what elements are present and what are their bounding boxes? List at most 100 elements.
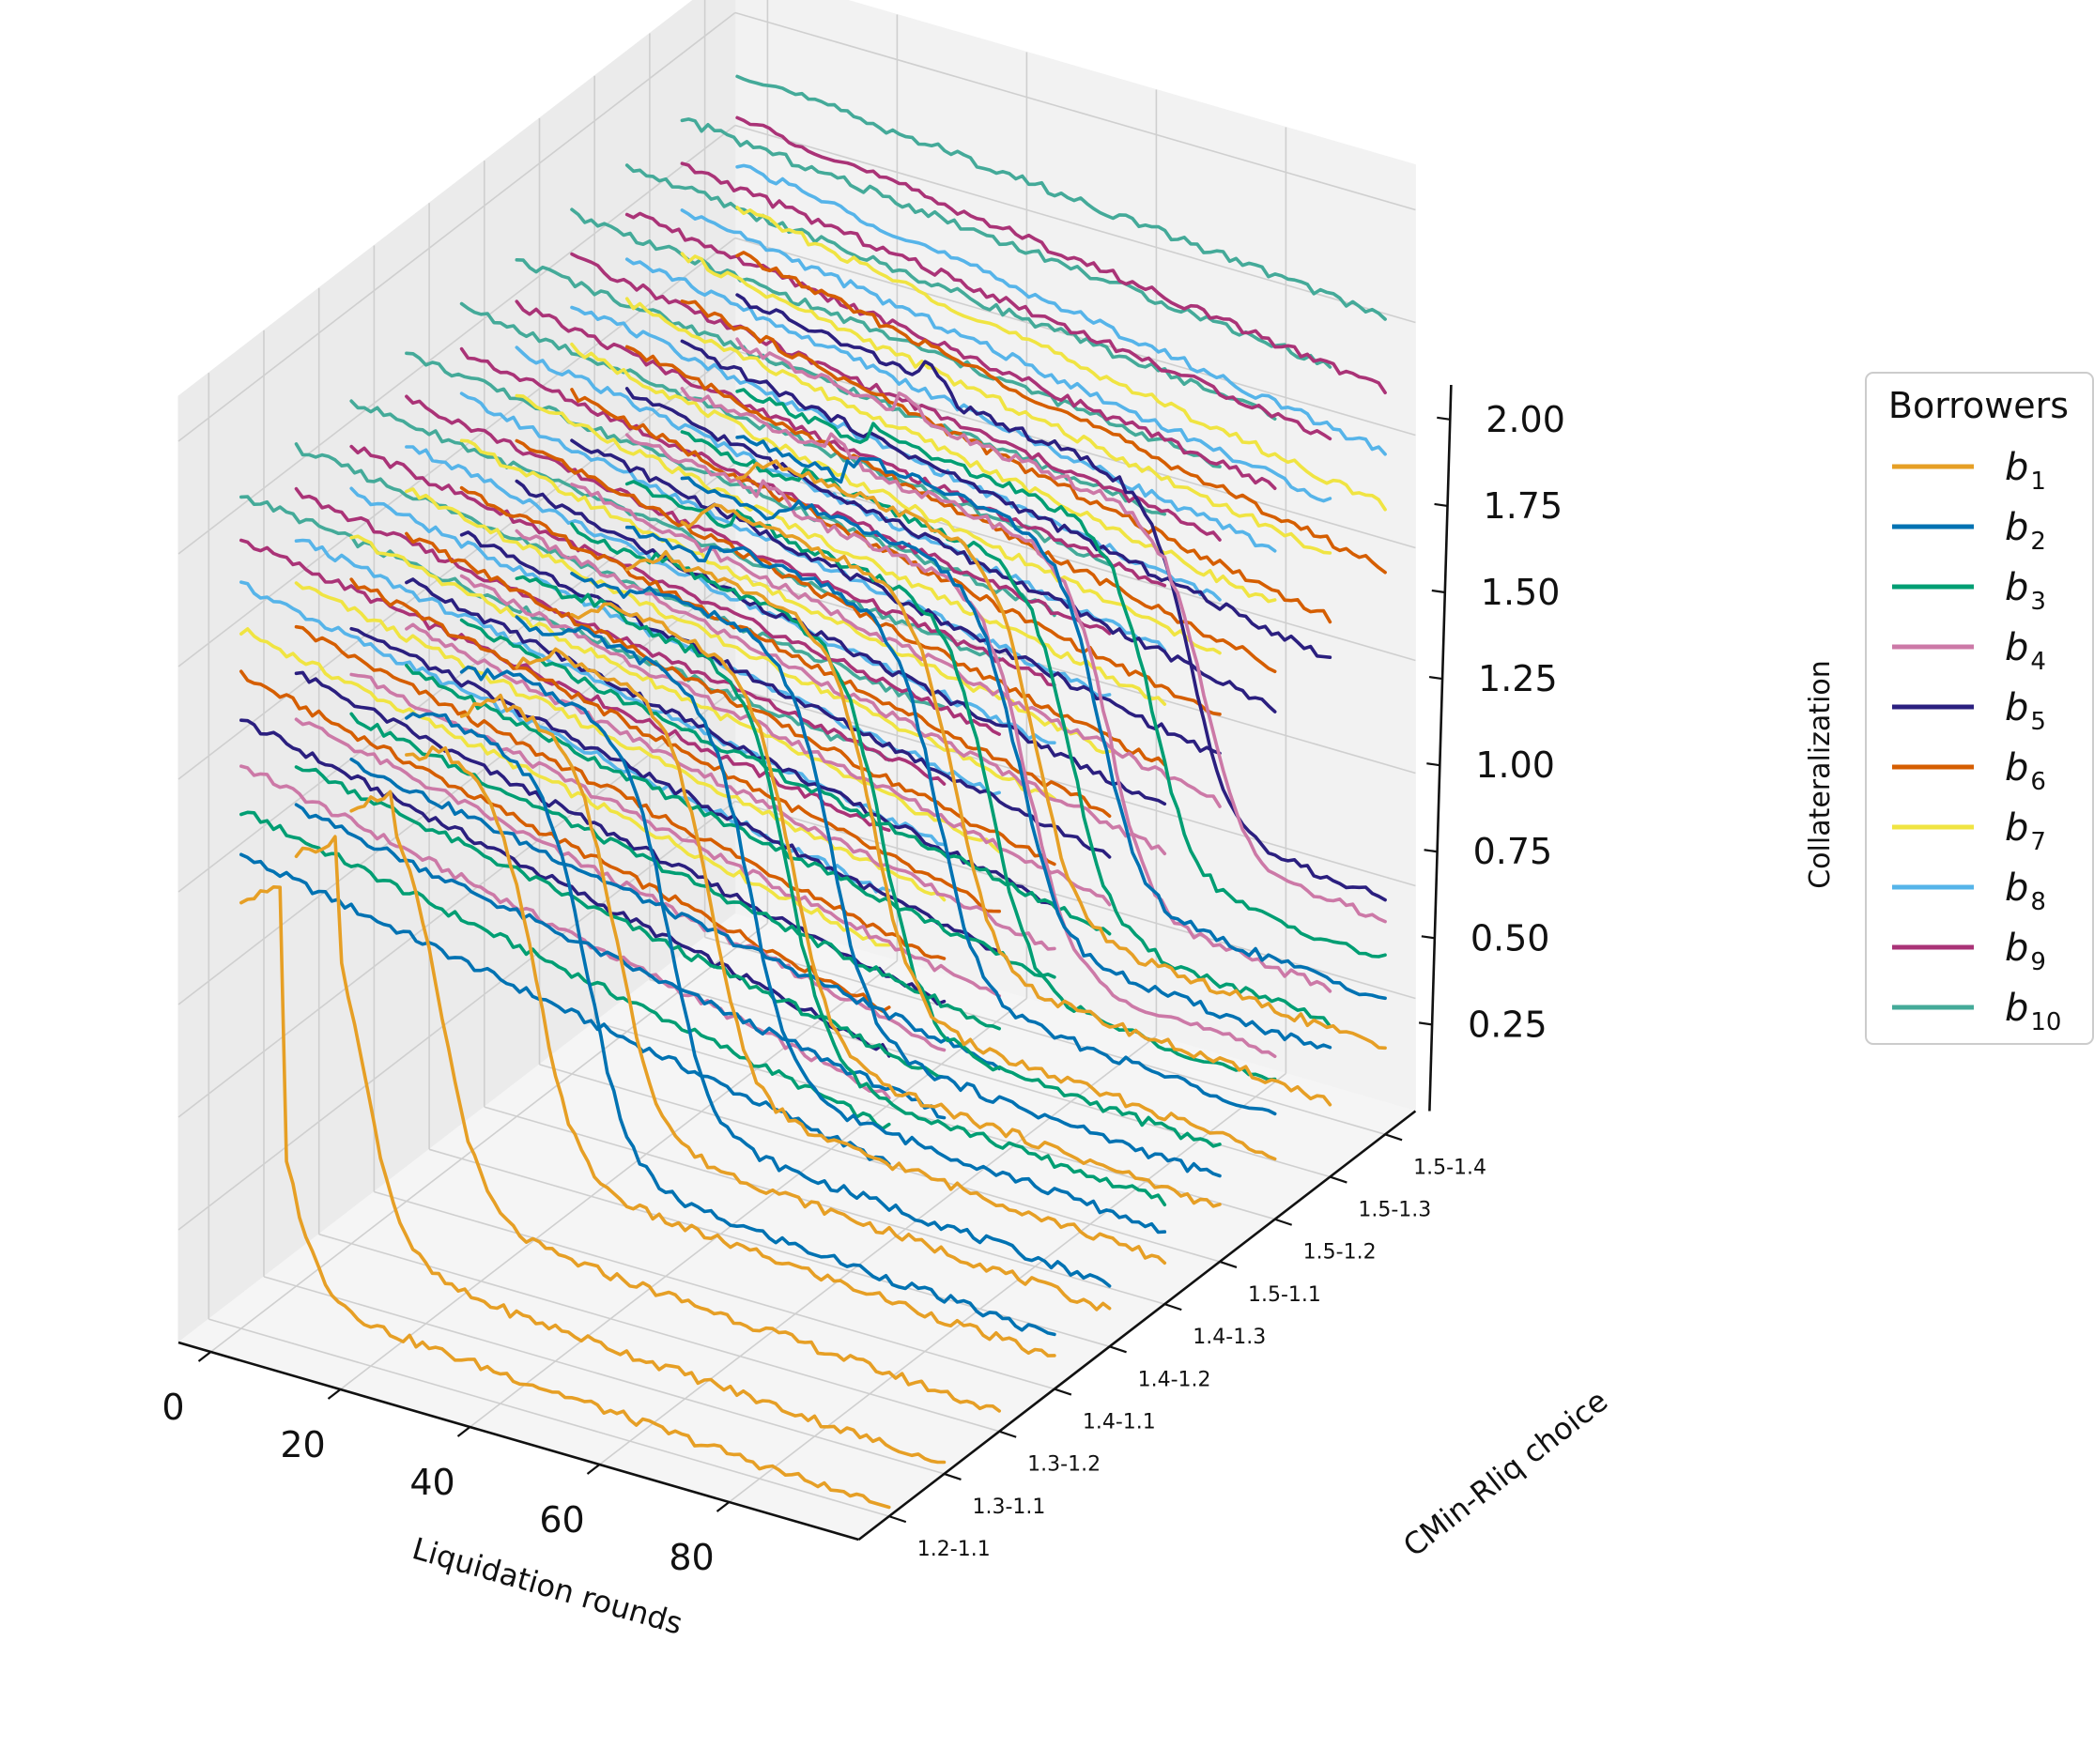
z-tick-mark (1421, 935, 1436, 940)
series-line-b9-1.3-1.2 (349, 444, 1001, 736)
series-line-b5-1.5-1.2 (624, 387, 1277, 713)
series-line-b4-1.5-1.4 (735, 337, 1387, 924)
axes: 0 20 40 60 80 1.2-1.1 1.3-1.1 1.3-1.2 1.4-1.1 1.4… (162, 384, 1565, 1578)
series-line-b2-1.3-1.2 (349, 757, 1001, 1071)
series-line-b4-1.4-1.1 (405, 622, 1056, 951)
y-axis-line (857, 1110, 1417, 1542)
z-tick-label: 1.75 (1484, 485, 1563, 527)
series-line-b9-1.4-1.2 (459, 346, 1112, 636)
y-tick-mark (944, 1472, 962, 1480)
series-line-b1-1.5-1.4 (735, 459, 1387, 1051)
series-line-b5-1.5-1.1 (570, 438, 1222, 756)
z-tick-label: 0.50 (1470, 917, 1550, 959)
legend-item: b8 (1892, 867, 2046, 916)
series-line-b2-1.4-1.1 (405, 712, 1056, 1337)
z-tick-label: 0.25 (1468, 1004, 1547, 1045)
series-line-b4-1.5-1.3 (680, 386, 1332, 993)
series-line-b9-1.2-1.1 (239, 538, 891, 833)
y-tick-mark (998, 1430, 1017, 1438)
series-line-b7-1.3-1.1 (294, 581, 947, 902)
y-tick-label: 1.3-1.2 (1027, 1453, 1101, 1477)
series-line-b10-1.5-1.4 (735, 74, 1387, 321)
z-grid-side (177, 800, 736, 1231)
series-line-b9-1.5-1.3 (680, 161, 1332, 441)
z-tick-mark (1434, 502, 1448, 508)
y-grid-floor (374, 1190, 1055, 1390)
series-line-b3-1.4-1.1 (405, 663, 1056, 979)
series-line-b3-1.3-1.1 (294, 765, 947, 1080)
legend-label: b7 (2005, 806, 2046, 856)
series-line-b2-1.4-1.2 (459, 665, 1112, 1288)
z-grid-back (734, 124, 1416, 324)
series-line-b8-1.5-1.3 (680, 208, 1332, 503)
z-tick-label: 1.25 (1478, 658, 1558, 699)
series-line-b2-1.5-1.3 (680, 476, 1332, 1050)
series-line-b2-1.4-1.3 (515, 615, 1167, 1235)
series-line-b6-1.3-1.1 (294, 624, 947, 960)
series-line-b6-1.4-1.2 (459, 485, 1112, 819)
series-line-b7-1.4-1.3 (515, 393, 1167, 706)
series-group-1.2-1.1 (239, 495, 891, 1510)
z-tick-mark (1424, 849, 1438, 853)
y-tick-label: 1.3-1.1 (972, 1496, 1045, 1519)
series-line-b7-1.2-1.1 (239, 627, 891, 947)
series-line-b3-1.4-1.2 (459, 618, 1112, 936)
y-grid-floor (704, 936, 1386, 1136)
series-line-b9-1.5-1.1 (570, 252, 1222, 542)
series-line-b5-1.4-1.2 (459, 530, 1112, 859)
series-line-b3-1.2-1.1 (239, 810, 891, 1131)
z-tick-mark (1426, 762, 1440, 767)
series-line-b6-1.2-1.1 (239, 669, 891, 1013)
series-line-b5-1.5-1.3 (680, 339, 1332, 660)
x-tick-mark (327, 1388, 342, 1400)
x-axis-label: Liquidation rounds (408, 1530, 686, 1641)
y-tick-label: 1.4-1.2 (1138, 1368, 1211, 1391)
y-grid-floor (208, 1318, 890, 1517)
series-line-b6-1.5-1.1 (570, 388, 1222, 716)
z-tick-label: 0.75 (1473, 831, 1553, 872)
series-line-b2-1.5-1.4 (735, 435, 1387, 1001)
series-line-b6-1.4-1.1 (405, 531, 1056, 867)
series-line-b6-1.3-1.2 (349, 577, 1001, 913)
z-grid-side (177, 11, 736, 442)
series-line-b1-1.3-1.2 (349, 790, 1001, 1413)
y-tick-label: 1.4-1.3 (1193, 1326, 1266, 1349)
x-grid-floor (210, 922, 768, 1353)
legend-item: b7 (1892, 806, 2046, 856)
z-tick-mark (1418, 1021, 1433, 1026)
x-tick-label: 20 (280, 1424, 325, 1465)
y-grid-floor (263, 1276, 945, 1475)
series-line-b8-1.4-1.1 (405, 445, 1056, 745)
series-line-b2-1.5-1.2 (624, 525, 1277, 1116)
series-line-b1-1.5-1.1 (570, 602, 1222, 1208)
z-tick-label: 1.50 (1481, 572, 1561, 613)
legend-item: b3 (1892, 566, 2046, 616)
series-line-b9-1.4-1.3 (515, 299, 1167, 588)
series-line-b3-1.4-1.3 (515, 575, 1167, 1207)
series-line-b3-1.5-1.2 (624, 480, 1277, 1081)
z-tick-mark (1437, 416, 1451, 421)
series-line-b10-1.5-1.1 (570, 207, 1222, 468)
y-tick-mark (1054, 1388, 1072, 1396)
legend-title: Borrowers (1888, 385, 2069, 426)
series-line-b3-1.5-1.4 (735, 388, 1387, 959)
series-line-b5-1.5-1.4 (735, 293, 1387, 902)
y-tick-mark (1330, 1175, 1347, 1184)
series-line-b1-1.4-1.3 (515, 647, 1167, 1265)
x-tick-label: 40 (409, 1462, 454, 1503)
series-line-b4-1.2-1.1 (239, 764, 891, 1100)
series-line-b1-1.4-1.1 (405, 744, 1056, 1358)
z-grid-back (734, 11, 1416, 211)
z-grid-side (177, 124, 736, 555)
series-group-1.5-1.4 (735, 74, 1387, 1051)
series-line-b6-1.5-1.2 (624, 345, 1277, 674)
x-tick-mark (197, 1351, 212, 1362)
series-line-b10-1.4-1.1 (405, 351, 1056, 618)
z-grid-side (177, 462, 736, 893)
y-axis-label: CMin-Rliq choice (1396, 1383, 1614, 1564)
series-lines (239, 74, 1387, 1510)
y-grid-floor (484, 1106, 1165, 1305)
x-grid-floor (599, 1035, 1157, 1465)
